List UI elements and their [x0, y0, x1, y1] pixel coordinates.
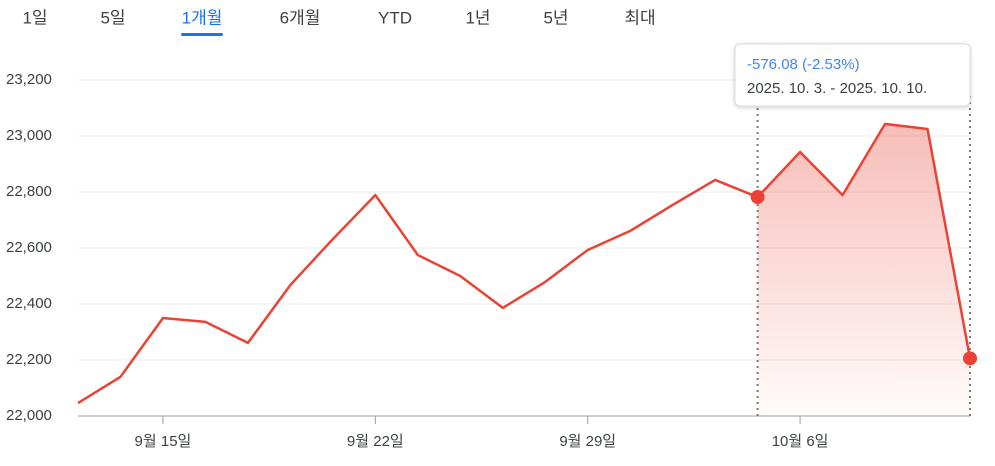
y-tick-label: 23,000	[6, 127, 52, 144]
range-tab[interactable]: 1년	[465, 8, 490, 27]
x-tick-label: 9월 22일	[347, 433, 404, 450]
y-tick-label: 22,600	[6, 239, 52, 256]
tooltip-dates: 2025. 10. 3. - 2025. 10. 10.	[747, 80, 927, 97]
price-line	[77, 122, 972, 405]
selection-area	[757, 123, 970, 417]
range-tab[interactable]: 1개월	[182, 8, 223, 27]
range-tab[interactable]: 5일	[100, 8, 125, 27]
range-tab[interactable]: 최대	[624, 8, 655, 27]
range-tab[interactable]: 6개월	[280, 8, 321, 27]
selection-point	[750, 190, 765, 205]
range-tab[interactable]: YTD	[378, 8, 412, 27]
y-tick-label: 22,400	[6, 295, 52, 312]
range-tab[interactable]: 1일	[22, 8, 47, 27]
x-tick-label: 9월 29일	[559, 433, 616, 450]
y-tick-label: 22,800	[6, 183, 52, 200]
selection-point	[963, 351, 977, 366]
x-tick-label: 10월 6일	[772, 433, 829, 450]
y-tick-label: 23,200	[6, 71, 52, 88]
tooltip-box	[734, 43, 971, 107]
active-tab-indicator	[181, 33, 223, 36]
tooltip-change: -576.08 (-2.53%)	[747, 56, 860, 73]
y-tick-label: 22,200	[6, 351, 52, 368]
x-tick-label: 9월 15일	[135, 433, 192, 450]
range-tab[interactable]: 5년	[543, 8, 568, 27]
tooltip: -576.08 (-2.53%) 2025. 10. 3. - 2025. 10.…	[734, 43, 971, 107]
y-tick-label: 22,000	[6, 407, 52, 424]
